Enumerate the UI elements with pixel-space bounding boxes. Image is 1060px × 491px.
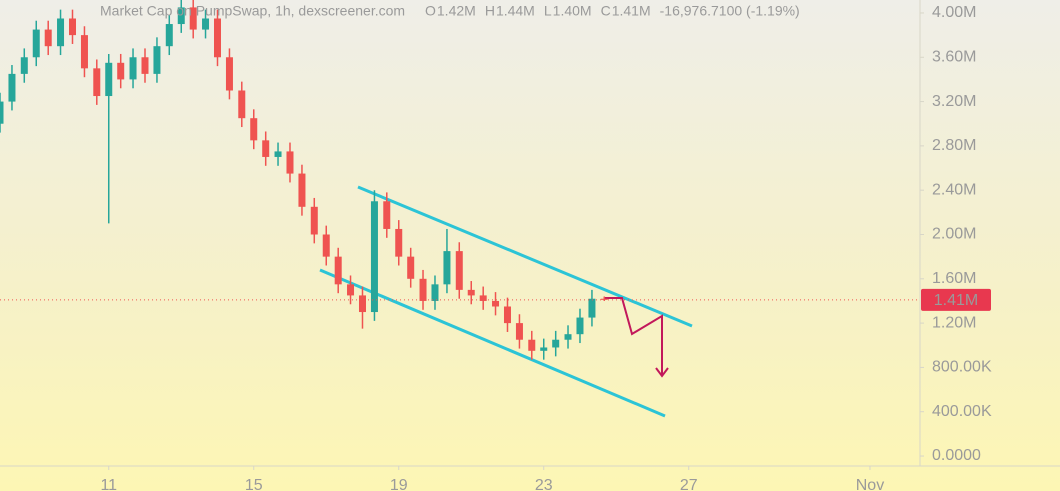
candle-body [57, 18, 65, 47]
legend-key: O [425, 3, 436, 19]
candle-body [370, 201, 378, 313]
last-price-box [921, 288, 991, 311]
candle-body [564, 334, 572, 340]
candle-body [334, 256, 342, 285]
candle-body [250, 118, 258, 141]
candle-body [286, 151, 294, 174]
candle-body [383, 201, 391, 229]
channel-line [357, 185, 693, 328]
projection-path [605, 297, 663, 375]
candle-body [153, 46, 161, 74]
candle-body [588, 298, 596, 318]
y-tick-label: 4.00M [932, 4, 976, 21]
x-tick-label: 19 [390, 477, 408, 491]
y-tick-label: 2.00M [932, 226, 976, 243]
projection-arrow [655, 367, 669, 378]
x-tick-label: 15 [245, 477, 263, 491]
y-tick-label: 2.80M [932, 137, 976, 154]
y-tick-label: 3.20M [932, 93, 976, 110]
candle-body [105, 62, 113, 97]
candle-body [177, 7, 185, 25]
candle-body [431, 284, 439, 301]
candle-body [298, 173, 306, 207]
candle-body [395, 228, 403, 257]
legend-key: L [544, 3, 552, 19]
candle-body [552, 339, 560, 348]
candle-body [80, 35, 88, 69]
candle-body [419, 278, 427, 301]
legend-value: 1.41M [612, 3, 651, 19]
candle-body [0, 101, 4, 124]
candle-body [455, 251, 463, 290]
x-tick-label: 11 [100, 477, 117, 491]
candle-body [262, 140, 270, 157]
y-tick-label: 800.00K [932, 359, 992, 376]
y-tick-label: 0.0000 [932, 447, 981, 464]
y-tick-label: 1.60M [932, 270, 976, 287]
candle-body [310, 206, 318, 235]
candle-body [407, 256, 415, 279]
x-tick-label: 23 [535, 477, 553, 491]
candle-body [165, 24, 173, 47]
candle-body [358, 295, 366, 313]
legend-key: C [601, 3, 611, 19]
legend-value: 1.42M [437, 3, 476, 19]
legend-value: 1.44M [496, 3, 535, 19]
candle-body [274, 151, 282, 157]
candle-body [20, 57, 28, 74]
x-tick-label: Nov [856, 477, 884, 491]
candle-body [600, 298, 608, 300]
candle-body [540, 347, 548, 351]
legend-key: H [485, 3, 495, 19]
candle-body [93, 68, 101, 97]
candle-body [443, 251, 451, 285]
candle-body [515, 323, 523, 340]
y-tick-label: 2.40M [932, 181, 976, 198]
legend-change: -16,976.7100 (-1.19%) [660, 3, 800, 19]
candle-body [479, 295, 487, 301]
candle-body [576, 317, 584, 335]
candle-body [238, 90, 246, 119]
candle-body [68, 18, 76, 36]
candle-body [129, 57, 137, 80]
candle-body [32, 29, 40, 58]
candle-body [202, 18, 210, 30]
candle-body [44, 29, 52, 47]
candle-body [213, 18, 221, 58]
candle-body [492, 300, 500, 307]
chart-title: Market Cap on PumpSwap, 1h, dexscreener.… [100, 3, 405, 19]
candle-body [467, 289, 475, 296]
candle-body [141, 57, 149, 74]
legend-value: 1.40M [553, 3, 592, 19]
last-price-label: 1.41M [934, 292, 978, 309]
y-tick-label: 3.60M [932, 48, 976, 65]
x-tick-label: 27 [680, 477, 698, 491]
candle-body [117, 62, 125, 80]
y-tick-label: 400.00K [932, 403, 992, 420]
candle-body [322, 234, 330, 257]
candle-body [347, 284, 355, 296]
candle-body [189, 7, 197, 30]
y-tick-label: 1.20M [932, 314, 976, 331]
candle-body [503, 306, 511, 324]
candle-body [528, 339, 536, 351]
candle-body [8, 73, 16, 102]
plot [0, 0, 608, 360]
candle-body [225, 57, 233, 91]
